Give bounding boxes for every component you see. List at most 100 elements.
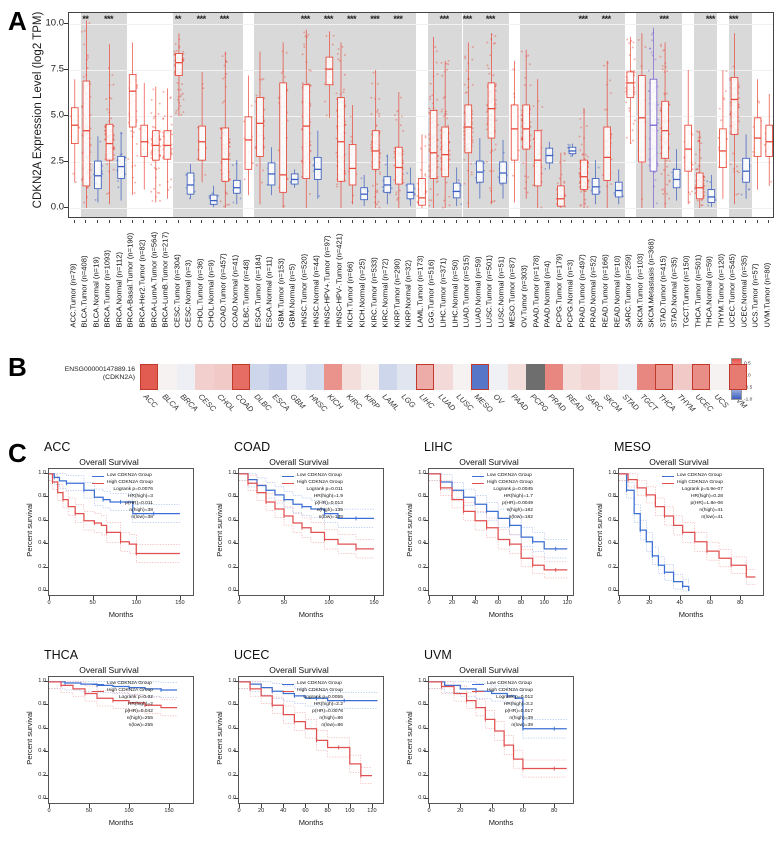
- survival-x-tick-mark: [349, 804, 351, 808]
- survival-y-tick-mark: [424, 566, 428, 568]
- survival-y-tick-mark: [614, 543, 618, 545]
- panel-a-x-tick-label: COAD.Normal (n=41): [230, 255, 240, 328]
- panel-b-heatmap-cell[interactable]: [489, 364, 508, 390]
- panel-a-box-group: [360, 174, 369, 207]
- panel-a-box-group: [602, 60, 613, 208]
- panel-b-heatmap-cell[interactable]: [636, 364, 655, 390]
- survival-statistic: HR(high)=2: [127, 701, 153, 707]
- panel-a-group-band: [288, 13, 301, 217]
- panel-b-heatmap-cell[interactable]: [526, 364, 545, 390]
- survival-y-tick-mark: [234, 798, 238, 799]
- panel-b-heatmap-cell[interactable]: [360, 364, 380, 390]
- panel-b-heatmap-cell[interactable]: [710, 364, 729, 390]
- panel-a-x-tick-label: LAML.Tumor (n=173): [415, 255, 425, 328]
- panel-b-heatmap-cell[interactable]: [342, 364, 361, 390]
- legend-line-low: [662, 475, 674, 478]
- panel-a-x-tick-mark: [224, 220, 226, 223]
- panel-b-heatmap-cell[interactable]: [140, 364, 159, 390]
- panel-b-heatmap-cell[interactable]: [379, 364, 398, 390]
- panel-a-group-band: [265, 13, 278, 217]
- panel-a-x-tick-mark: [108, 220, 110, 223]
- survival-plot-cancer-title: UCEC: [234, 648, 270, 662]
- panel-b-label: B: [8, 352, 27, 382]
- panel-a-gridline: [69, 70, 773, 72]
- panel-a-significance-marker: ***: [728, 14, 739, 24]
- survival-y-tick-label: 0.8: [38, 701, 46, 708]
- survival-y-tick-label: 1.0: [608, 469, 616, 476]
- panel-a-x-tick-label: MESO.Tumor (n=87): [507, 257, 517, 328]
- panel-a-box-group: [625, 36, 636, 145]
- panel-a-group-band: [92, 13, 104, 217]
- survival-x-tick-mark: [239, 804, 240, 808]
- panel-a-significance-marker: ***: [323, 14, 334, 24]
- survival-y-tick-mark: [234, 496, 238, 498]
- panel-a-x-tick-mark: [675, 220, 677, 223]
- panel-b-heatmap-cell[interactable]: [268, 364, 288, 390]
- panel-b-heatmap-cell[interactable]: [654, 364, 674, 390]
- survival-y-tick-mark: [614, 519, 618, 521]
- panel-b-heatmap-cell[interactable]: [581, 364, 600, 390]
- survival-confidence-band: [239, 688, 372, 784]
- survival-curve-svg: [49, 680, 177, 717]
- survival-plot-cancer-title: THCA: [44, 648, 79, 662]
- panel-a-box-group: [393, 92, 405, 208]
- panel-b-heatmap-cell[interactable]: [176, 364, 196, 390]
- panel-b-heatmap-cell[interactable]: [452, 364, 472, 390]
- panel-b-heatmap-cell[interactable]: [544, 364, 563, 390]
- survival-statistic: Logrank p=0.0055: [303, 694, 343, 700]
- panel-b-cancer-type-label: TGCT: [638, 392, 660, 413]
- panel-b-heatmap-cell[interactable]: [287, 364, 306, 390]
- panel-a-y-axis-label: CDKN2A Expression Level (log2 TPM): [32, 11, 44, 209]
- panel-b-cell-grid: [140, 364, 747, 390]
- panel-b-heatmap-cell[interactable]: [397, 364, 416, 390]
- survival-y-tick-mark: [234, 751, 238, 753]
- panel-a-group-band: [670, 13, 683, 217]
- panel-a-significance-marker: ***: [659, 14, 670, 24]
- survival-y-tick-label: 0.4: [418, 748, 426, 755]
- survival-statistic: n(high)=38: [129, 507, 153, 513]
- panel-a-x-tick-mark: [733, 220, 735, 223]
- panel-b-heatmap-cell[interactable]: [323, 364, 343, 390]
- panel-b-heatmap-cell[interactable]: [195, 364, 214, 390]
- panel-b-cancer-type-label: LUAD: [436, 392, 458, 413]
- panel-b-heatmap-cell[interactable]: [599, 364, 619, 390]
- panel-a-group-band: [612, 13, 625, 217]
- panel-a-x-tick-mark: [120, 220, 122, 223]
- survival-statistic: n(low)=255: [128, 722, 153, 728]
- panel-b-legend-tick: 0.5: [744, 361, 751, 367]
- panel-b-heatmap-cell[interactable]: [618, 364, 637, 390]
- panel-b-correlation-heatmap: B ENSG00000147889.16 (CDKN2A) ACC BLCA BRC…: [0, 330, 779, 440]
- panel-b-heatmap-cell[interactable]: [691, 364, 711, 390]
- survival-y-tick-mark: [424, 751, 428, 753]
- panel-a-y-tick-label: 0.0: [50, 201, 64, 213]
- survival-legend: Low CDKN2A Group High CDKN2A Group Logrank…: [92, 681, 153, 730]
- survival-curve-line: [239, 681, 372, 777]
- panel-b-heatmap-cell[interactable]: [231, 364, 251, 390]
- panel-b-heatmap-cell[interactable]: [434, 364, 453, 390]
- panel-a-x-tick-label: UCEC.Tumor (n=545): [727, 254, 737, 328]
- panel-a-x-axis-labels: ACC.Tumor (n=79) BLCA.Tumor (n=408) BLCA.N…: [68, 220, 774, 328]
- survival-y-tick-mark: [44, 798, 48, 799]
- panel-b-heatmap-cell[interactable]: [158, 364, 177, 390]
- survival-plot-meso: MESO Overall Survival Percent survival 0.0 0…: [588, 440, 770, 640]
- survival-plot-subtitle: Overall Survival: [269, 665, 329, 675]
- panel-b-heatmap-cell[interactable]: [213, 364, 232, 390]
- panel-a-significance-marker: ***: [393, 14, 403, 24]
- panel-b-heatmap-cell[interactable]: [562, 364, 582, 390]
- panel-a-x-tick-mark: [166, 220, 168, 223]
- survival-x-tick-mark: [491, 804, 493, 808]
- survival-x-tick-mark: [374, 596, 375, 600]
- panel-b-heatmap-cell[interactable]: [305, 364, 324, 390]
- panel-b-heatmap-cell[interactable]: [673, 364, 692, 390]
- panel-b-heatmap-cell[interactable]: [415, 364, 435, 390]
- panel-b-heatmap-cell[interactable]: [507, 364, 527, 390]
- survival-x-tick-mark: [475, 596, 477, 600]
- panel-b-heatmap-cell[interactable]: [250, 364, 269, 390]
- survival-statistic: n(low)=41: [701, 514, 723, 520]
- panel-a-x-tick-mark: [652, 220, 654, 223]
- survival-curve-line: [49, 681, 177, 709]
- survival-x-tick-mark: [261, 804, 263, 808]
- survival-statistic: n(high)=255: [126, 715, 153, 721]
- panel-b-heatmap-cell[interactable]: [471, 364, 490, 390]
- panel-b-heatmap-cell[interactable]: [728, 364, 747, 390]
